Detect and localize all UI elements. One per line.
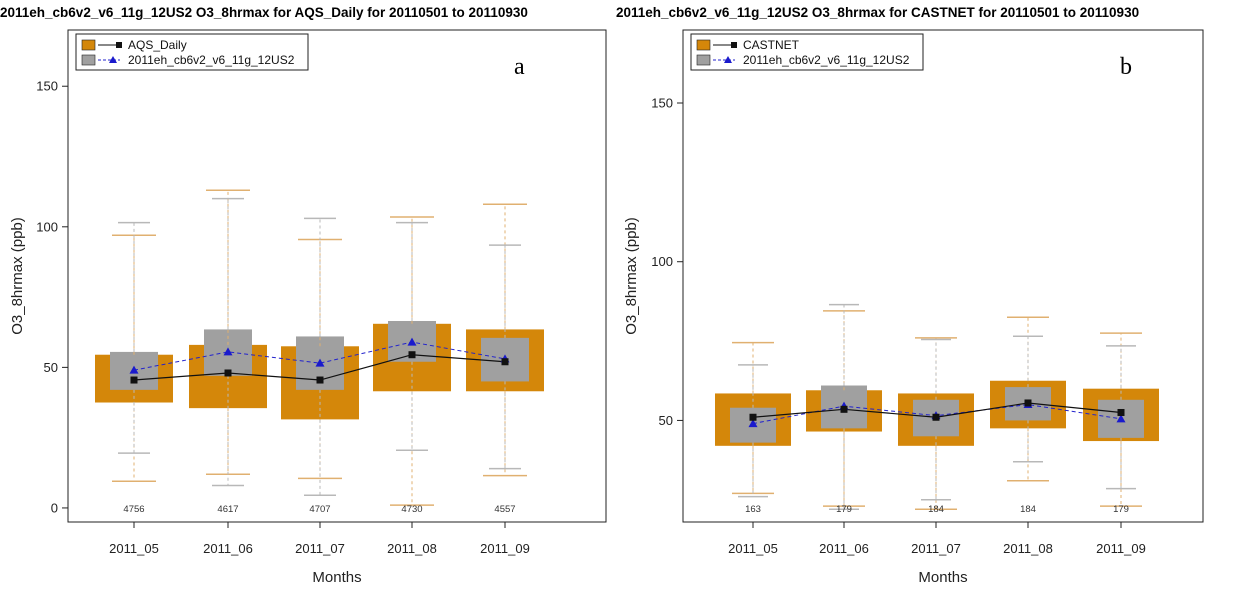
panel-label: a [514, 54, 525, 80]
legend-model-label: 2011eh_cb6v2_v6_11g_12US2 [743, 53, 910, 67]
obs-median-point [408, 351, 416, 359]
legend-obs-marker [731, 42, 737, 48]
y-tick-label: 150 [36, 79, 58, 94]
model-median-point [1116, 414, 1126, 423]
model-median-point [748, 419, 758, 428]
obs-median-point [749, 413, 757, 421]
count-label: 4617 [217, 504, 238, 515]
month-group [281, 217, 359, 497]
legend-model-marker [724, 56, 732, 63]
x-tick-label: 2011_09 [1096, 541, 1146, 556]
panel-label: b [1120, 54, 1132, 80]
model-median-point [129, 365, 139, 374]
y-tick-label: 150 [651, 96, 673, 111]
month-group [990, 316, 1066, 482]
y-axis-label: O3_8hrmax (ppb) [623, 217, 640, 335]
y-tick-label: 100 [651, 254, 673, 269]
obs-median-point [1024, 399, 1032, 407]
model-median-point [407, 337, 417, 346]
chart-b: 2011eh_cb6v2_v6_11g_12US2 O3_8hrmax for … [616, 5, 1204, 586]
plot-frame [682, 29, 1204, 523]
chart-title: 2011eh_cb6v2_v6_11g_12US2 O3_8hrmax for … [616, 5, 1139, 20]
count-label: 184 [1020, 504, 1036, 515]
obs-median-point [932, 413, 940, 421]
obs-median-point [224, 369, 232, 377]
x-axis-label: Months [312, 569, 361, 586]
count-label: 4730 [401, 504, 422, 515]
y-tick-label: 50 [659, 413, 673, 428]
legend-obs-marker [116, 42, 122, 48]
legend-obs-label: CASTNET [743, 38, 800, 52]
legend-obs-label: AQS_Daily [128, 38, 187, 52]
plot-frame [67, 29, 607, 523]
obs-median-point [501, 358, 509, 366]
legend-obs-swatch [696, 39, 711, 51]
legend-model-swatch [696, 54, 711, 66]
legend-model-label: 2011eh_cb6v2_v6_11g_12US2 [128, 53, 295, 67]
obs-median-point [316, 376, 324, 384]
chart-title: 2011eh_cb6v2_v6_11g_12US2 O3_8hrmax for … [0, 5, 528, 20]
model-median-point [223, 347, 233, 356]
month-group [189, 189, 267, 487]
count-label: 179 [1113, 504, 1129, 515]
legend-obs-swatch [81, 39, 96, 51]
x-tick-label: 2011_05 [728, 541, 778, 556]
month-group [898, 337, 974, 511]
x-tick-label: 2011_08 [1003, 541, 1053, 556]
model-median-line [133, 341, 506, 371]
legend-model-swatch [81, 54, 96, 66]
obs-median-point [1117, 408, 1125, 416]
month-group [466, 203, 544, 477]
model-median-point [315, 358, 325, 367]
x-tick-label: 2011_06 [203, 541, 253, 556]
x-tick-label: 2011_05 [109, 541, 159, 556]
count-label: 179 [836, 504, 852, 515]
x-tick-label: 2011_06 [819, 541, 869, 556]
count-label: 163 [745, 504, 761, 515]
obs-median-point [840, 405, 848, 413]
panel-a: 2011eh_cb6v2_v6_11g_12US2 O3_8hrmax for … [0, 0, 616, 592]
count-label: 4756 [123, 504, 144, 515]
legend-model-marker [109, 56, 117, 63]
legend-box [75, 33, 309, 71]
y-tick-label: 50 [44, 360, 58, 375]
legend-box [690, 33, 924, 71]
x-tick-label: 2011_07 [911, 541, 961, 556]
month-group [715, 341, 791, 498]
month-group [95, 221, 173, 482]
chart-a: 2011eh_cb6v2_v6_11g_12US2 O3_8hrmax for … [0, 5, 607, 586]
count-label: 184 [928, 504, 944, 515]
x-tick-label: 2011_08 [387, 541, 437, 556]
count-label: 4707 [309, 504, 330, 515]
y-axis-label: O3_8hrmax (ppb) [9, 217, 26, 335]
x-tick-label: 2011_09 [480, 541, 530, 556]
y-tick-label: 0 [51, 500, 58, 515]
obs-median-point [130, 376, 138, 384]
y-tick-label: 100 [36, 219, 58, 234]
count-label: 4557 [494, 504, 515, 515]
x-axis-label: Months [918, 569, 967, 586]
month-group [373, 216, 451, 506]
x-tick-label: 2011_07 [295, 541, 345, 556]
panel-b: 2011eh_cb6v2_v6_11g_12US2 O3_8hrmax for … [616, 0, 1233, 592]
